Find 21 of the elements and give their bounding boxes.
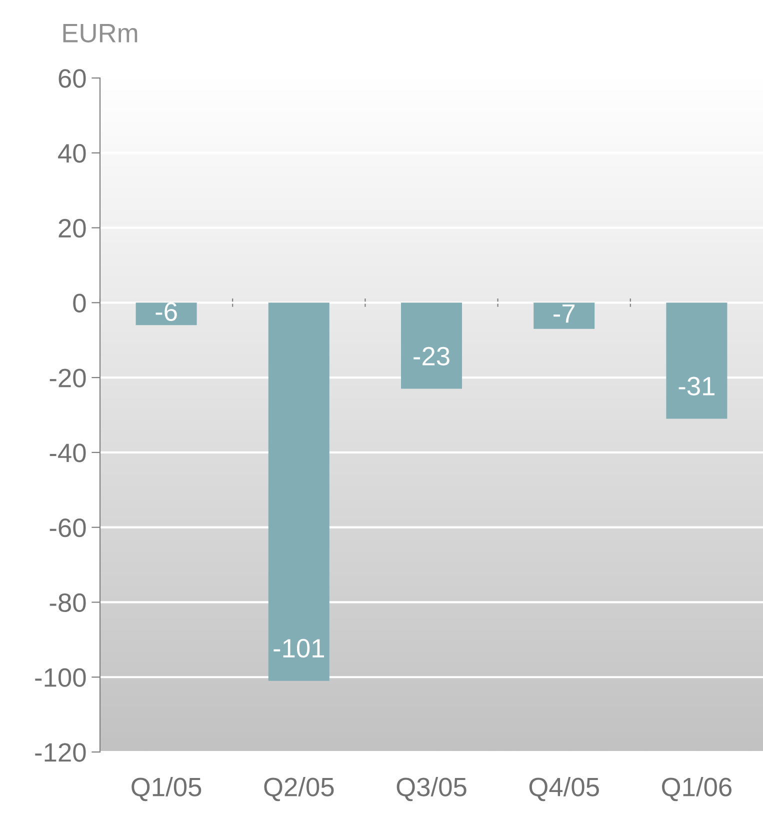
y-tick-label: 20	[58, 218, 86, 238]
data-label: -23	[414, 346, 450, 366]
x-tick-label: Q2/05	[264, 777, 334, 802]
x-tick-label: Q1/05	[132, 777, 202, 802]
data-label: -6	[156, 302, 177, 321]
y-tick-label: -80	[50, 593, 86, 612]
y-tick-label: 40	[58, 144, 86, 163]
y-tick-label: 60	[58, 69, 86, 88]
y-tick-label: -40	[50, 444, 86, 462]
data-label: -7	[554, 304, 575, 323]
y-tick-label: -100	[35, 668, 86, 687]
x-tick-label: Q4/05	[529, 777, 599, 802]
y-tick-label: -60	[50, 518, 86, 538]
x-tick-label: Q3/05	[396, 777, 466, 802]
y-tick-label: -120	[35, 743, 86, 762]
y-tick-label: -20	[50, 368, 86, 388]
data-label: -31	[678, 376, 714, 396]
y-axis-title: EURm	[63, 24, 138, 42]
x-tick-label: Q1/06	[662, 777, 732, 802]
y-tick-label: 0	[73, 294, 86, 312]
data-label: -101	[274, 638, 324, 658]
